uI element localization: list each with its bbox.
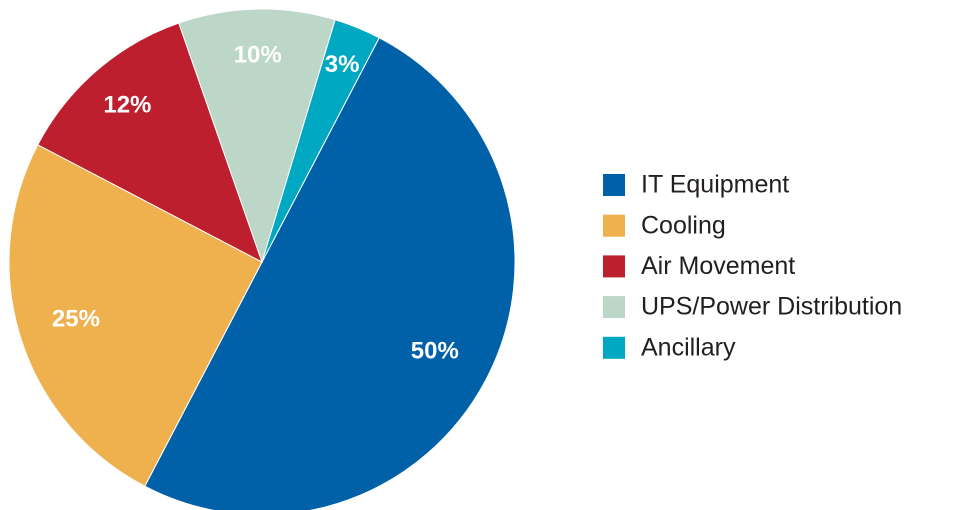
pie-slice	[37, 22, 263, 264]
value-label: 10%	[234, 41, 282, 68]
legend-label: Ancillary	[641, 333, 736, 361]
legend-swatch	[603, 255, 625, 278]
value-label: 25%	[52, 306, 100, 333]
value-label: 3%	[325, 51, 360, 78]
legend-swatch	[603, 336, 625, 359]
legend-swatch	[603, 296, 625, 319]
legend-label: Cooling	[641, 211, 726, 239]
pie-slice	[144, 37, 516, 510]
pie-slice	[8, 144, 263, 487]
pie-slice	[178, 8, 336, 264]
legend-swatch	[603, 214, 625, 237]
legend-label: Air Movement	[641, 252, 795, 280]
legend-label: UPS/Power Distribution	[641, 293, 902, 321]
pie-slice	[261, 19, 380, 263]
value-label: 50%	[411, 338, 459, 365]
legend-label: IT Equipment	[641, 171, 789, 199]
legend-swatch	[603, 174, 625, 196]
value-label: 12%	[103, 91, 151, 118]
